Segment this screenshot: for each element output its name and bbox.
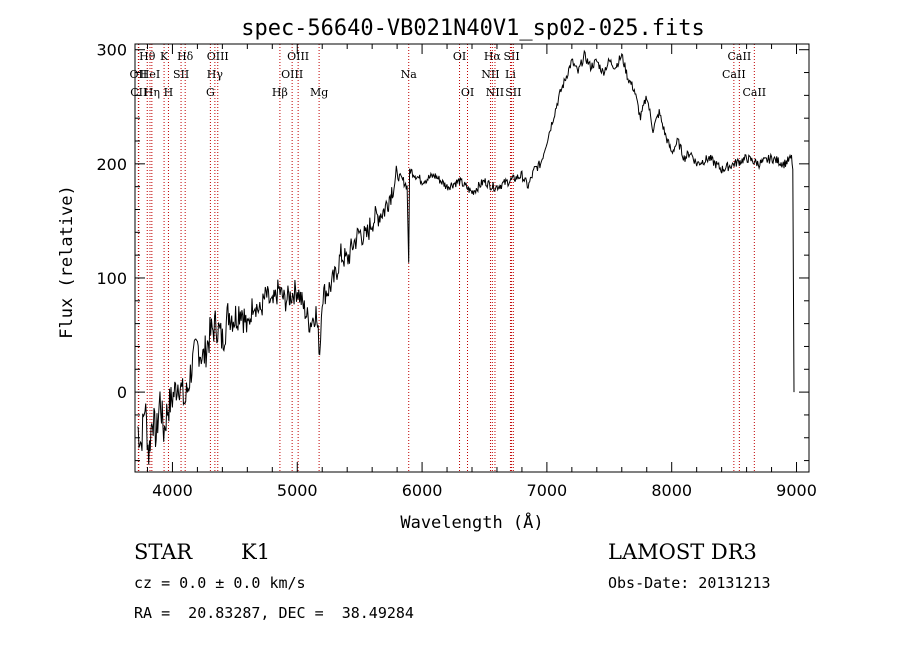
chart-title: spec-56640-VB021N40V1_sp02-025.fits (241, 16, 705, 41)
marker-label-19: Hα (484, 50, 502, 63)
marker-label-5: K (160, 50, 169, 63)
obs-date: Obs-Date: 20131213 (608, 574, 771, 592)
x-tick-label-5000: 5000 (277, 481, 318, 500)
marker-label-14: OIII (281, 68, 303, 81)
subclass-label: K1 (241, 540, 271, 564)
marker-label-25: CaII (728, 50, 752, 63)
marker-label-16: Na (401, 68, 418, 81)
spectral-line-markers: HθOIICIIHeIHηKSIIHHδOIIIHγGHβOIIIOIIIMgN… (130, 44, 766, 472)
marker-label-10: Hγ (207, 68, 224, 81)
y-tick-label-100: 100 (96, 269, 127, 288)
marker-label-27: CaII (742, 86, 766, 99)
marker-label-3: HeI (140, 68, 160, 81)
marker-label-23: NII (486, 86, 504, 99)
y-axis-label: Flux (relative) (57, 185, 77, 339)
marker-label-13: OIII (287, 50, 309, 63)
coordinates: RA = 20.83287, DEC = 38.49284 (134, 604, 414, 622)
marker-label-22: Li (505, 68, 516, 81)
marker-label-4: Hη (144, 86, 160, 99)
marker-label-0: Hθ (139, 50, 156, 63)
marker-label-24: SII (505, 86, 521, 99)
marker-label-21: NII (481, 68, 499, 81)
redshift-text: cz = 0.0 ± 0.0 km/s (134, 574, 306, 592)
marker-label-6: SII (173, 68, 189, 81)
marker-label-18: OI (461, 86, 474, 99)
marker-label-11: G (206, 86, 215, 99)
x-tick-label-7000: 7000 (527, 481, 568, 500)
survey-label: LAMOST DR3 (608, 540, 757, 564)
x-tick-label-6000: 6000 (402, 481, 443, 500)
y-tick-label-0: 0 (117, 383, 127, 402)
spectrum-line (137, 49, 795, 465)
marker-label-20: SII (503, 50, 519, 63)
marker-label-9: OIII (207, 50, 229, 63)
marker-label-15: Mg (310, 86, 328, 99)
y-tick-label-200: 200 (96, 155, 127, 174)
x-tick-label-4000: 4000 (152, 481, 193, 500)
marker-label-7: H (164, 86, 174, 99)
y-tick-label-300: 300 (96, 41, 127, 60)
plot-frame (134, 43, 810, 473)
marker-label-2: CII (130, 86, 147, 99)
marker-label-17: OI (453, 50, 466, 63)
marker-label-8: Hδ (177, 50, 194, 63)
x-tick-label-8000: 8000 (651, 481, 692, 500)
axis-ticks: 4000 5000 6000 7000 8000 9000 0 100 200 300 (96, 41, 816, 500)
x-axis-label: Wavelength (Å) (400, 511, 543, 533)
class-label: STAR (134, 540, 193, 564)
marker-label-26: CaII (722, 68, 746, 81)
marker-label-12: Hβ (272, 86, 288, 99)
x-tick-label-9000: 9000 (776, 481, 817, 500)
